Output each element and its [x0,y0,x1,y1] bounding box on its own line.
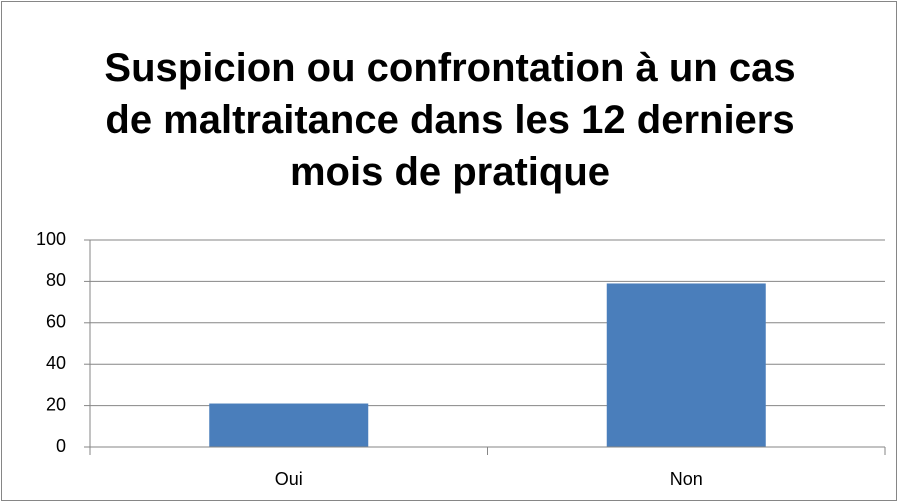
y-tick-label: 100 [36,229,66,249]
bar [209,403,369,447]
y-tick-label: 20 [46,394,66,414]
y-tick-label: 40 [46,353,66,373]
y-tick-label: 60 [46,312,66,332]
chart-title: Suspicion ou confrontation à un cas de m… [104,46,796,194]
x-tick-label: Oui [275,469,303,489]
bar [606,283,766,447]
x-tick-label: Non [670,469,703,489]
y-tick-label: 80 [46,270,66,290]
y-tick-label: 0 [56,436,66,456]
